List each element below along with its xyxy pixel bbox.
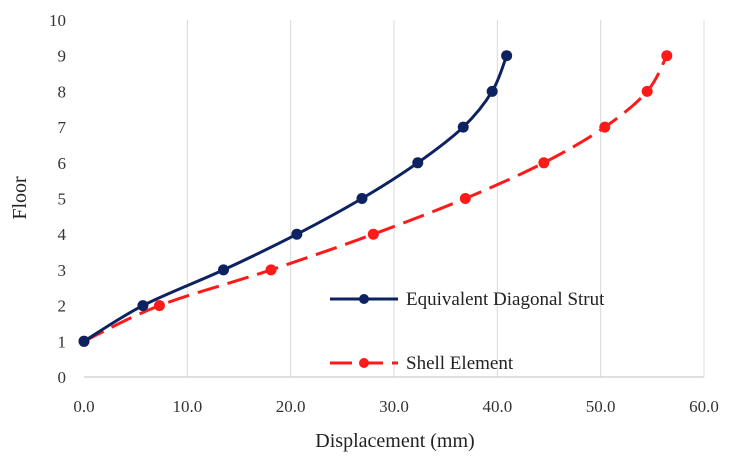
legend-item-shell-element: Shell Element <box>330 353 514 374</box>
data-point <box>137 300 149 312</box>
x-tick-label: 0.0 <box>73 397 94 416</box>
data-point <box>412 157 424 169</box>
series-layer <box>78 50 673 347</box>
y-tick-label: 3 <box>58 261 67 280</box>
y-tick-label: 9 <box>58 47 67 66</box>
series-shell-element <box>78 50 673 347</box>
legend-swatch-marker <box>359 294 369 304</box>
data-point <box>538 157 550 169</box>
x-tick-label: 20.0 <box>276 397 306 416</box>
data-point <box>218 264 229 276</box>
x-tick-label: 10.0 <box>172 397 202 416</box>
legend-label: Equivalent Diagonal Strut <box>406 289 605 310</box>
x-axis-ticks: 0.0 10.0 20.0 30.0 40.0 50.0 60.0 <box>73 397 719 416</box>
data-point <box>599 121 611 133</box>
y-axis-title: Floor <box>9 176 31 220</box>
x-tick-label: 60.0 <box>689 397 719 416</box>
y-axis-ticks: 0 1 2 3 4 5 6 7 8 9 10 <box>49 11 67 387</box>
data-point <box>356 193 368 204</box>
y-tick-label: 1 <box>58 332 67 351</box>
series-line <box>83 54 669 343</box>
data-point <box>265 264 277 276</box>
data-point <box>457 121 469 133</box>
data-point <box>661 50 673 62</box>
data-point <box>641 85 653 97</box>
legend-swatch-marker <box>359 358 369 368</box>
legend: Equivalent Diagonal Strut Shell Element <box>330 289 605 374</box>
data-point <box>153 300 165 312</box>
data-point <box>367 228 379 240</box>
data-point <box>501 50 513 62</box>
series-line <box>83 55 509 343</box>
data-point <box>486 85 498 97</box>
x-tick-label: 40.0 <box>482 397 512 416</box>
legend-label: Shell Element <box>406 353 514 374</box>
data-point <box>78 335 90 347</box>
y-tick-label: 0 <box>58 368 67 387</box>
y-tick-label: 4 <box>58 225 67 244</box>
data-point <box>291 228 303 240</box>
series-equivalent-diagonal-strut <box>78 50 513 347</box>
y-tick-label: 2 <box>58 297 67 316</box>
y-tick-label: 8 <box>58 82 67 101</box>
x-tick-label: 50.0 <box>586 397 616 416</box>
y-tick-label: 5 <box>58 190 67 209</box>
y-tick-label: 7 <box>58 118 67 137</box>
x-tick-label: 30.0 <box>379 397 409 416</box>
grid-lines <box>186 20 705 377</box>
x-axis-title: Displacement (mm) <box>315 430 474 452</box>
legend-item-equivalent-diagonal-strut: Equivalent Diagonal Strut <box>330 289 605 310</box>
y-tick-label: 6 <box>58 154 67 173</box>
data-point <box>459 193 471 204</box>
y-tick-label: 10 <box>49 11 66 30</box>
